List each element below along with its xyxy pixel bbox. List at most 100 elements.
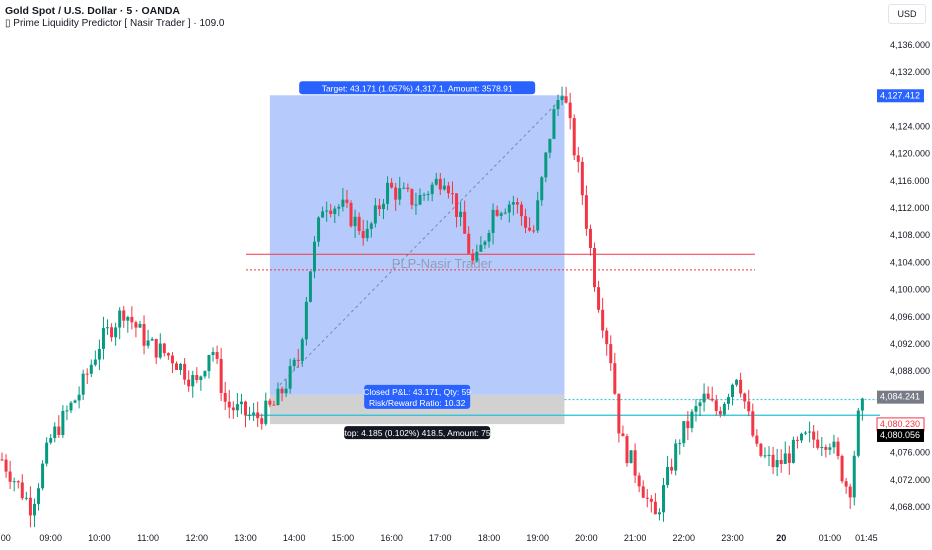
candle-body — [317, 217, 321, 242]
candle-body — [296, 359, 300, 361]
candle-body — [223, 392, 227, 402]
candle-body — [260, 418, 264, 424]
candle-body — [69, 402, 73, 411]
candle-body — [77, 394, 81, 401]
candle-body — [674, 443, 678, 471]
candle-body — [369, 223, 373, 229]
candle-body — [848, 486, 852, 498]
candle-body — [93, 359, 97, 365]
candle-body — [836, 441, 840, 456]
candle-body — [381, 203, 385, 210]
candle-body — [231, 407, 235, 411]
candle-body — [678, 443, 682, 445]
candle-body — [418, 195, 422, 205]
candle-body — [227, 401, 231, 408]
candle-body — [686, 421, 690, 429]
x-tick-label: 10:00 — [88, 533, 111, 543]
y-tick-label: 4,088.000 — [890, 366, 930, 376]
ask-price-label: 4,080.056 — [880, 430, 920, 440]
watermark: PLP-Nasir Trader — [392, 256, 493, 271]
position-diagonal — [279, 94, 565, 386]
candle-body — [463, 211, 467, 234]
candle-body — [325, 210, 329, 212]
candle-body — [45, 442, 49, 464]
candle-body — [666, 466, 670, 486]
candle-body — [292, 359, 296, 367]
currency-button[interactable]: USD — [888, 4, 926, 24]
candle-body — [625, 436, 629, 464]
candle-body — [203, 371, 207, 377]
y-tick-label: 4,096.000 — [890, 312, 930, 322]
candle-body — [795, 439, 799, 441]
candle-body — [239, 401, 243, 405]
candle-body — [20, 482, 24, 499]
symbol-title[interactable]: Gold Spot / U.S. Dollar · 5 · OANDA — [5, 5, 181, 17]
candle-body — [641, 486, 645, 498]
candle-body — [398, 188, 402, 200]
candle-body — [726, 397, 730, 404]
candle-body — [601, 309, 605, 331]
candle-body — [256, 412, 260, 419]
x-tick-label: 11:00 — [137, 533, 159, 543]
y-tick-label: 4,136.000 — [890, 40, 930, 50]
candle-body — [142, 323, 146, 346]
candle-body — [414, 204, 418, 206]
candle-body — [138, 323, 142, 328]
candle-body — [588, 228, 592, 248]
candle-body — [787, 453, 791, 463]
candle-body — [312, 241, 316, 272]
candle-body — [53, 426, 57, 439]
candle-body — [4, 459, 8, 472]
y-tick-label: 4,132.000 — [890, 67, 930, 77]
bid-price-label: 4,080.230 — [880, 419, 920, 429]
candle-body — [386, 182, 390, 204]
x-tick-label: 16:00 — [380, 533, 403, 543]
x-tick-label: 20:00 — [575, 533, 598, 543]
candle-body — [812, 431, 816, 440]
candle-body — [24, 497, 28, 499]
candle-body — [438, 178, 442, 190]
candle-body — [179, 363, 183, 370]
candle-body — [755, 435, 759, 444]
candle-body — [85, 373, 89, 375]
candle-body — [580, 161, 584, 196]
candle-body — [739, 379, 743, 394]
y-tick-label: 4,068.000 — [890, 502, 930, 512]
pnl-label-bg — [364, 384, 471, 409]
candle-body — [670, 466, 674, 471]
indicator-legend[interactable]: ▯ Prime Liquidity Predictor [ Nasir Trad… — [5, 18, 225, 29]
candle-body — [775, 459, 779, 468]
candle-body — [690, 411, 694, 429]
candle-body — [377, 205, 381, 210]
candle-body — [572, 118, 576, 156]
candle-body — [544, 152, 548, 178]
candle-body — [207, 354, 211, 372]
y-tick-label: 4,120.000 — [890, 149, 930, 159]
target-price-label: 4,127.412 — [880, 90, 920, 100]
candle-body — [540, 177, 544, 201]
candle-body — [114, 327, 118, 338]
candle-body — [12, 481, 16, 483]
candle-body — [467, 233, 471, 254]
candle-body — [576, 155, 580, 162]
candle-body — [349, 202, 353, 227]
x-tick-label: 23:00 — [721, 533, 744, 543]
y-tick-label: 4,100.000 — [890, 285, 930, 295]
candle-body — [446, 185, 450, 194]
candle-body — [771, 454, 775, 468]
candle-body — [288, 366, 292, 389]
y-tick-label: 4,124.000 — [890, 122, 930, 132]
candle-body — [528, 227, 532, 231]
candle-body — [617, 393, 621, 434]
candle-body — [662, 485, 666, 513]
candle-body — [394, 187, 398, 200]
candle-body — [308, 271, 312, 302]
candle-body — [779, 459, 783, 464]
candle-body — [804, 432, 808, 434]
candle-body — [248, 414, 252, 416]
pnl-label: Closed P&L: 43.171, Qty: 59 — [363, 387, 471, 397]
candle-body — [321, 211, 325, 218]
candle-body — [150, 339, 154, 341]
candle-body — [722, 403, 726, 415]
